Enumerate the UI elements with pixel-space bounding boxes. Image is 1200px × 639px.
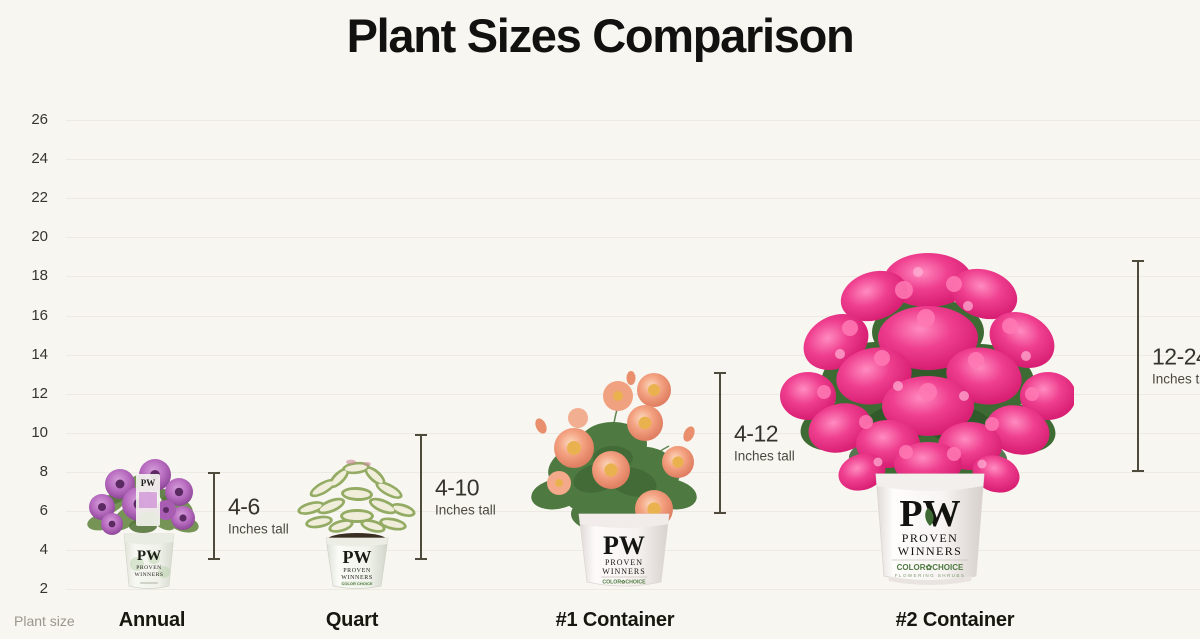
- gridline: [66, 316, 1200, 317]
- y-axis-label: Plant size: [14, 613, 75, 629]
- measure-cap-bottom: [714, 512, 726, 514]
- measure-range: 12-24: [1152, 343, 1200, 370]
- svg-text:PW: PW: [137, 548, 161, 564]
- measure-range: 4-6: [228, 493, 260, 520]
- measure-unit: Inches tall: [435, 502, 496, 518]
- y-tick-label: 4: [39, 541, 48, 558]
- svg-text:WINNERS: WINNERS: [898, 544, 962, 558]
- annual-pot: [123, 533, 175, 589]
- svg-text:WINNERS: WINNERS: [135, 572, 164, 578]
- y-tick-label: 26: [31, 111, 48, 128]
- measure-cap-bottom: [415, 558, 427, 560]
- x-tick-1-container[interactable]: #1 Container: [555, 609, 675, 631]
- measure-label-annual: 4-6 Inches tall: [228, 493, 289, 538]
- svg-text:PROVEN: PROVEN: [902, 531, 958, 545]
- svg-text:PROVEN: PROVEN: [343, 568, 371, 574]
- svg-text:PROVEN: PROVEN: [136, 565, 161, 571]
- measure-unit: Inches tall: [734, 448, 795, 464]
- measure-stem: [420, 434, 422, 560]
- svg-text:PW: PW: [141, 478, 156, 488]
- container1-pot: [578, 513, 670, 587]
- y-tick-label: 16: [31, 307, 48, 324]
- color-choice-badge: COLOR✿CHOICE FLOWERING SHRUBS: [895, 563, 966, 578]
- y-tick-label: 14: [31, 346, 48, 363]
- measure-unit: Inches tall: [228, 521, 289, 537]
- plant-container-1[interactable]: PW PROVEN WINNERS COLOR✿CHOICE: [521, 366, 705, 592]
- y-tick-label: 22: [31, 189, 48, 206]
- measure-range: 4-12: [734, 420, 779, 447]
- measure-stem: [1137, 260, 1139, 472]
- y-tick-label: 6: [39, 502, 48, 519]
- quart-foliage: [297, 459, 416, 533]
- measure-label-quart: 4-10 Inches tall: [435, 474, 496, 519]
- y-tick-label: 10: [31, 424, 48, 441]
- y-tick-label: 12: [31, 385, 48, 402]
- gridline: [66, 159, 1200, 160]
- svg-text:COLOR✿CHOICE: COLOR✿CHOICE: [897, 563, 964, 572]
- svg-text:PROVEN: PROVEN: [605, 558, 643, 567]
- gridline: [66, 276, 1200, 277]
- gridline: [66, 589, 1200, 590]
- color-choice-badge: COLOR✿CHOICE: [602, 580, 646, 586]
- x-tick-2-container[interactable]: #2 Container: [895, 609, 1015, 631]
- measure-label-container-1: 4-12 Inches tall: [734, 420, 795, 465]
- gridline: [66, 237, 1200, 238]
- svg-text:FLOWERING SHRUBS: FLOWERING SHRUBS: [895, 573, 966, 578]
- measure-label-container-2: 12-24 Inches tall: [1152, 343, 1200, 388]
- plant-annual[interactable]: PW PW PROVEN WINNERS: [82, 452, 204, 590]
- measure-range: 4-10: [435, 474, 480, 501]
- gridline: [66, 355, 1200, 356]
- measure-cap-bottom: [208, 558, 220, 560]
- quart-pot: [325, 537, 389, 589]
- gridline: [66, 120, 1200, 121]
- plant-container-2[interactable]: PW PROVEN WINNERS COLOR✿CHOICE FLOWERING…: [778, 246, 1074, 590]
- x-tick-annual[interactable]: Annual: [118, 609, 186, 631]
- container2-flowers: [780, 253, 1074, 493]
- y-tick-label: 20: [31, 228, 48, 245]
- measure-cap-bottom: [1132, 470, 1144, 472]
- measure-unit: Inches tall: [1152, 371, 1200, 387]
- x-tick-quart[interactable]: Quart: [325, 609, 379, 631]
- measure-stem: [213, 472, 215, 560]
- y-tick-label: 8: [39, 463, 48, 480]
- svg-text:PW: PW: [603, 531, 645, 560]
- svg-text:PW: PW: [343, 547, 372, 567]
- gridline: [66, 198, 1200, 199]
- page-title: Plant Sizes Comparison: [346, 9, 855, 62]
- color-choice-badge: COLOR CHOICE: [341, 581, 373, 586]
- svg-text:WINNERS: WINNERS: [341, 575, 373, 581]
- svg-text:COLOR CHOICE: COLOR CHOICE: [341, 581, 372, 586]
- svg-text:COLOR✿CHOICE: COLOR✿CHOICE: [602, 580, 646, 586]
- y-tick-label: 2: [39, 580, 48, 597]
- y-tick-label: 24: [31, 150, 48, 167]
- gridline: [66, 394, 1200, 395]
- measure-stem: [719, 372, 721, 514]
- plant-quart[interactable]: PW PROVEN WINNERS COLOR CHOICE: [293, 448, 421, 590]
- svg-text:WINNERS: WINNERS: [602, 567, 645, 576]
- y-tick-label: 18: [31, 267, 48, 284]
